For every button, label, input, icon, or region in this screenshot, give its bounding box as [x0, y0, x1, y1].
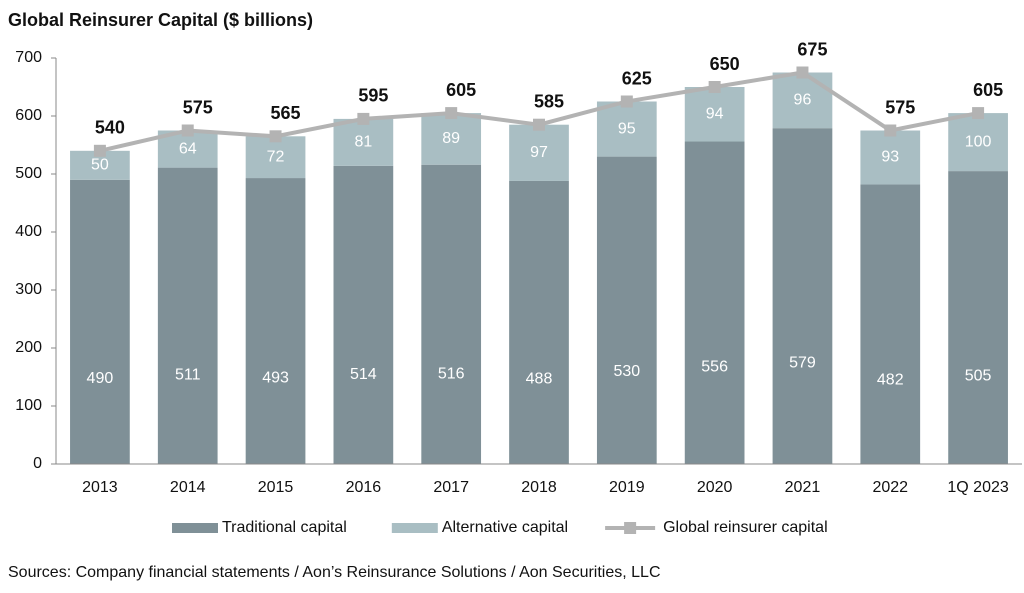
bar-label: 97 — [530, 144, 548, 161]
line-marker — [181, 124, 194, 137]
legend-label: Alternative capital — [442, 519, 568, 536]
total-label: 575 — [885, 97, 915, 117]
total-label: 595 — [358, 86, 388, 106]
x-tick-label: 2020 — [697, 479, 733, 496]
bar-segment — [333, 118, 394, 166]
bar-label: 100 — [965, 133, 992, 150]
legend-label: Traditional capital — [222, 519, 347, 536]
total-label: 675 — [797, 39, 827, 59]
bar-label: 516 — [438, 365, 465, 382]
total-label: 565 — [271, 103, 301, 123]
legend-swatch — [391, 523, 438, 533]
line-marker — [93, 144, 106, 157]
bar-label: 64 — [179, 140, 197, 157]
y-tick-label: 200 — [15, 339, 42, 356]
total-label: 605 — [973, 80, 1003, 100]
line-marker — [620, 95, 633, 108]
bar-label: 95 — [618, 120, 636, 137]
x-tick-label: 2017 — [433, 479, 469, 496]
legend-label: Global reinsurer capital — [663, 519, 828, 536]
line-marker — [533, 118, 545, 131]
bar-segment — [772, 72, 833, 129]
x-tick-label: 2021 — [785, 479, 821, 496]
bar-label: 493 — [262, 369, 289, 386]
y-tick-label: 300 — [15, 281, 42, 298]
bar-label: 50 — [91, 157, 109, 174]
bar-label: 93 — [881, 149, 899, 166]
total-label: 605 — [446, 80, 476, 100]
bar-label: 530 — [613, 363, 640, 380]
x-tick-label: 2015 — [258, 479, 294, 496]
x-tick-label: 2014 — [170, 479, 206, 496]
bar-segment — [245, 136, 306, 179]
bar-segment — [509, 124, 569, 181]
total-label: 575 — [183, 97, 213, 117]
bar-label: 96 — [794, 92, 812, 109]
line-marker — [972, 107, 985, 120]
x-tick-label: 2016 — [346, 479, 382, 496]
bar-segment — [860, 184, 921, 464]
legend-swatch — [172, 523, 218, 533]
line-marker — [708, 81, 721, 93]
chart-title: Global Reinsurer Capital ($ billions) — [8, 10, 313, 30]
bar-segment — [684, 87, 745, 142]
bar-segment — [509, 180, 569, 464]
bar-segment — [245, 178, 306, 464]
bar-segment — [596, 156, 657, 464]
bar-label: 556 — [701, 358, 728, 375]
y-tick-label: 100 — [15, 397, 42, 414]
bar-segment — [684, 141, 745, 464]
bar-segment — [596, 101, 657, 157]
bar-label: 505 — [965, 367, 992, 384]
y-tick-label: 700 — [15, 49, 42, 66]
line-marker — [269, 130, 282, 143]
total-label: 585 — [534, 91, 564, 111]
x-tick-label: 2013 — [82, 479, 118, 496]
bar-label: 488 — [526, 370, 553, 387]
line-marker — [445, 107, 458, 120]
bar-segment — [333, 165, 394, 464]
x-tick-label: 2018 — [521, 479, 557, 496]
bar-label: 511 — [175, 366, 201, 383]
y-tick-label: 400 — [15, 223, 42, 240]
line-marker — [884, 124, 897, 137]
bar-segment — [421, 113, 482, 165]
y-tick-label: 500 — [15, 165, 42, 182]
bar-segment — [772, 128, 833, 464]
total-label: 650 — [710, 54, 740, 74]
bar-label: 89 — [442, 130, 460, 147]
source-note: Sources: Company financial statements / … — [8, 564, 661, 581]
x-tick-label: 1Q 2023 — [947, 479, 1008, 496]
bar-segment — [421, 164, 482, 464]
bar-segment — [70, 179, 130, 465]
legend-marker — [624, 522, 637, 534]
y-tick-label: 600 — [15, 107, 42, 124]
bar-label: 81 — [354, 134, 372, 151]
x-tick-label: 2019 — [609, 479, 645, 496]
bar-label: 514 — [350, 366, 377, 383]
line-marker — [796, 66, 809, 79]
line-marker — [357, 112, 370, 125]
total-label: 540 — [95, 118, 125, 138]
bar-label: 579 — [789, 354, 816, 371]
bar-segment — [860, 130, 921, 185]
bar-segment — [948, 113, 1008, 172]
bar-label: 482 — [877, 371, 904, 388]
total-label: 625 — [622, 68, 652, 88]
bar-label: 94 — [706, 105, 724, 122]
bar-label: 490 — [87, 370, 114, 387]
bar-label: 72 — [267, 148, 285, 165]
x-tick-label: 2022 — [872, 479, 908, 496]
y-tick-label: 0 — [33, 455, 42, 472]
bar-segment — [157, 167, 218, 464]
bar-segment — [948, 171, 1008, 464]
